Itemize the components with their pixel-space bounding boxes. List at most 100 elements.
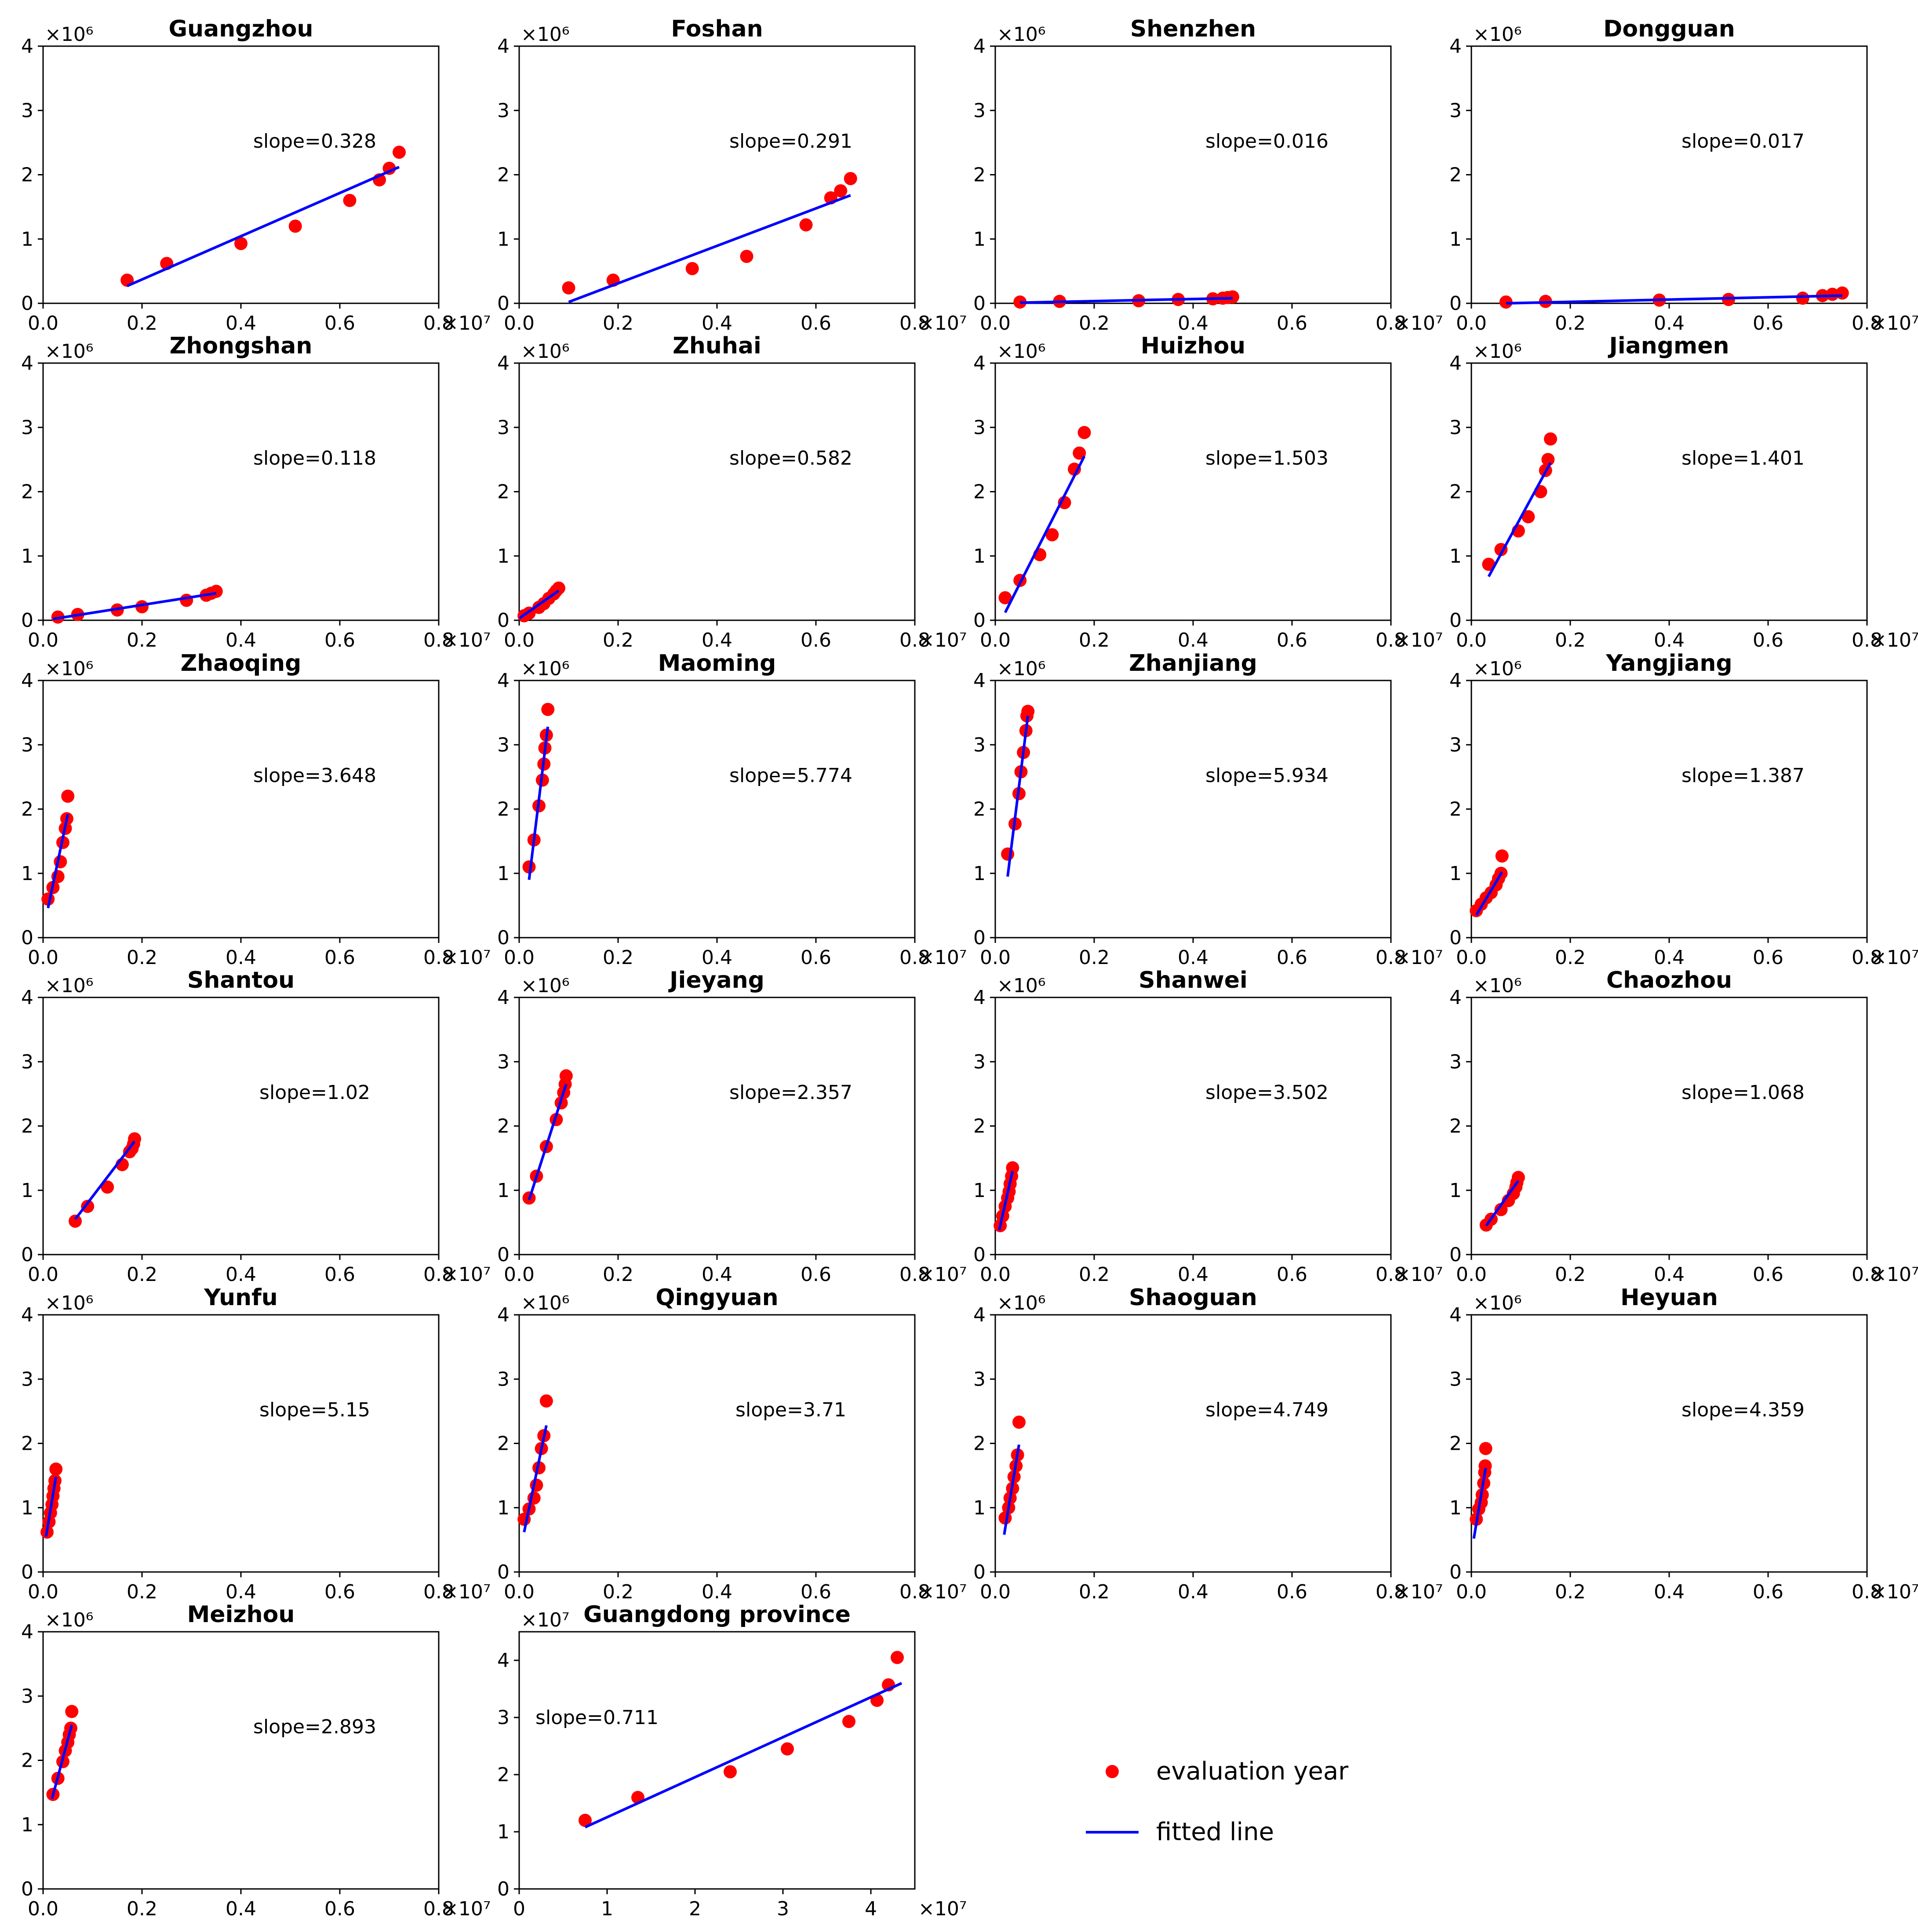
y-tick-label: 1	[497, 1179, 510, 1202]
x-tick-label: 0.8	[423, 312, 454, 335]
y-tick-label: 3	[497, 416, 510, 439]
y-tick-label: 4	[973, 1304, 986, 1326]
y-tick-label: 1	[497, 862, 510, 885]
slope-label: slope=3.648	[253, 764, 376, 787]
x-tick-label: 0.0	[504, 629, 535, 651]
y-tick-label: 2	[497, 1764, 510, 1786]
y-exponent-label: ×10⁷	[521, 1609, 570, 1631]
plot-title: Heyuan	[1620, 1284, 1718, 1311]
slope-label: slope=0.582	[729, 447, 852, 469]
y-tick-label: 2	[497, 481, 510, 503]
y-tick-label: 2	[21, 1115, 33, 1138]
y-tick-label: 0	[1449, 1561, 1462, 1583]
slope-label: slope=5.934	[1205, 764, 1328, 787]
y-tick-label: 2	[21, 164, 33, 186]
data-point	[1494, 1203, 1508, 1216]
plot-title: Jieyang	[668, 967, 764, 993]
subplot-jiangmen: 0 1 2 3 4 0.0 0.2 0.4 0.6 0.8 ×10⁶ ×10⁷ Jiangmen slop…	[1449, 333, 1918, 651]
data-point	[1495, 849, 1509, 863]
y-tick-label: 3	[1449, 1051, 1462, 1073]
plot-title: Guangzhou	[168, 16, 313, 42]
y-tick-label: 4	[497, 1304, 510, 1326]
y-tick-label: 3	[21, 416, 33, 439]
y-tick-label: 1	[1449, 862, 1462, 885]
data-point	[1068, 462, 1081, 476]
data-point	[49, 1463, 63, 1476]
y-tick-label: 3	[973, 1368, 986, 1390]
fitted-line	[1003, 1444, 1020, 1535]
subplot-yangjiang: 0 1 2 3 4 0.0 0.2 0.4 0.6 0.8 ×10⁶ ×10⁷ Yangjiang slo…	[1449, 650, 1918, 969]
plot-title: Shanwei	[1139, 967, 1248, 993]
y-tick-label: 2	[1449, 481, 1462, 503]
y-tick-label: 4	[21, 669, 33, 692]
x-exponent-label: ×10⁷	[1871, 629, 1918, 651]
x-tick-label: 0.4	[702, 1263, 732, 1286]
y-tick-label: 0	[973, 1244, 986, 1266]
y-exponent-label: ×10⁶	[45, 23, 94, 46]
x-tick-label: 0.2	[1079, 1263, 1110, 1286]
x-exponent-label: ×10⁷	[918, 1898, 967, 1920]
y-exponent-label: ×10⁶	[1473, 658, 1522, 680]
y-tick-label: 3	[973, 416, 986, 439]
x-tick-label: 0.0	[1456, 946, 1487, 969]
x-tick-label: 0.0	[28, 629, 58, 651]
data-point	[1073, 446, 1086, 460]
plot-frame	[1470, 362, 1868, 621]
y-tick-label: 0	[1449, 609, 1462, 632]
data-point	[234, 236, 247, 250]
data-point	[1796, 291, 1809, 305]
data-point	[685, 262, 699, 276]
y-tick-label: 0	[21, 1878, 33, 1900]
plot-frame	[42, 362, 440, 621]
x-tick-label: 0.6	[801, 946, 831, 969]
fitted-line	[523, 1425, 548, 1532]
data-point	[1012, 1415, 1026, 1429]
data-point	[579, 1814, 592, 1827]
y-exponent-label: ×10⁶	[45, 340, 94, 363]
x-tick-label: 0.2	[1079, 946, 1110, 969]
data-point	[288, 219, 302, 233]
y-tick-label: 1	[973, 1179, 986, 1202]
x-tick-label: 0.2	[127, 946, 157, 969]
y-tick-label: 1	[1449, 228, 1462, 251]
x-tick-label: 0.4	[226, 1263, 256, 1286]
y-tick-label: 2	[1449, 1433, 1462, 1455]
x-exponent-label: ×10⁷	[918, 1263, 967, 1286]
fitted-line	[1004, 455, 1086, 613]
plot-frame	[518, 1631, 916, 1890]
subplot-qingyuan: 0 1 2 3 4 0.0 0.2 0.4 0.6 0.8 ×10⁶ ×10⁷ Qingyuan slop…	[497, 1284, 967, 1603]
y-exponent-label: ×10⁶	[997, 1292, 1046, 1314]
x-tick-label: 0.8	[1376, 1263, 1406, 1286]
y-tick-label: 1	[21, 1179, 33, 1202]
x-tick-label: 0.0	[1456, 629, 1487, 651]
x-tick-label: 0.0	[28, 1581, 58, 1603]
x-tick-label: 0.8	[899, 1263, 930, 1286]
x-tick-label: 0.4	[1654, 312, 1685, 335]
x-tick-label: 0.2	[1079, 629, 1110, 651]
y-tick-label: 0	[497, 927, 510, 949]
y-tick-label: 2	[497, 164, 510, 186]
y-tick-label: 3	[497, 1706, 510, 1729]
plot-title: Yangjiang	[1605, 650, 1732, 677]
plot-frame	[1470, 45, 1868, 304]
data-point	[539, 1394, 553, 1408]
y-tick-label: 0	[21, 927, 33, 949]
y-exponent-label: ×10⁶	[45, 658, 94, 680]
legend-point-label: evaluation year	[1156, 1757, 1349, 1786]
y-tick-label: 0	[1449, 292, 1462, 315]
x-exponent-label: ×10⁷	[442, 1898, 491, 1920]
x-tick-label: 0.0	[28, 312, 58, 335]
plot-frame	[518, 1314, 916, 1573]
x-tick-label: 0.6	[324, 312, 355, 335]
plot-frame	[518, 680, 916, 939]
x-tick-label: 1	[601, 1898, 613, 1920]
subplot-shenzhen: 0 1 2 3 4 0.0 0.2 0.4 0.6 0.8 ×10⁶ ×10⁷ Shenzhen slop…	[973, 16, 1443, 335]
slope-label: slope=1.503	[1205, 447, 1328, 469]
x-exponent-label: ×10⁷	[1394, 1581, 1443, 1603]
y-tick-label: 0	[497, 1244, 510, 1266]
x-tick-label: 0.6	[1277, 312, 1307, 335]
y-tick-label: 3	[973, 99, 986, 122]
data-point	[842, 1715, 855, 1728]
y-exponent-label: ×10⁶	[1473, 23, 1522, 46]
subplot-yunfu: 0 1 2 3 4 0.0 0.2 0.4 0.6 0.8 ×10⁶ ×10⁷ Yunfu slope=5…	[21, 1284, 491, 1603]
